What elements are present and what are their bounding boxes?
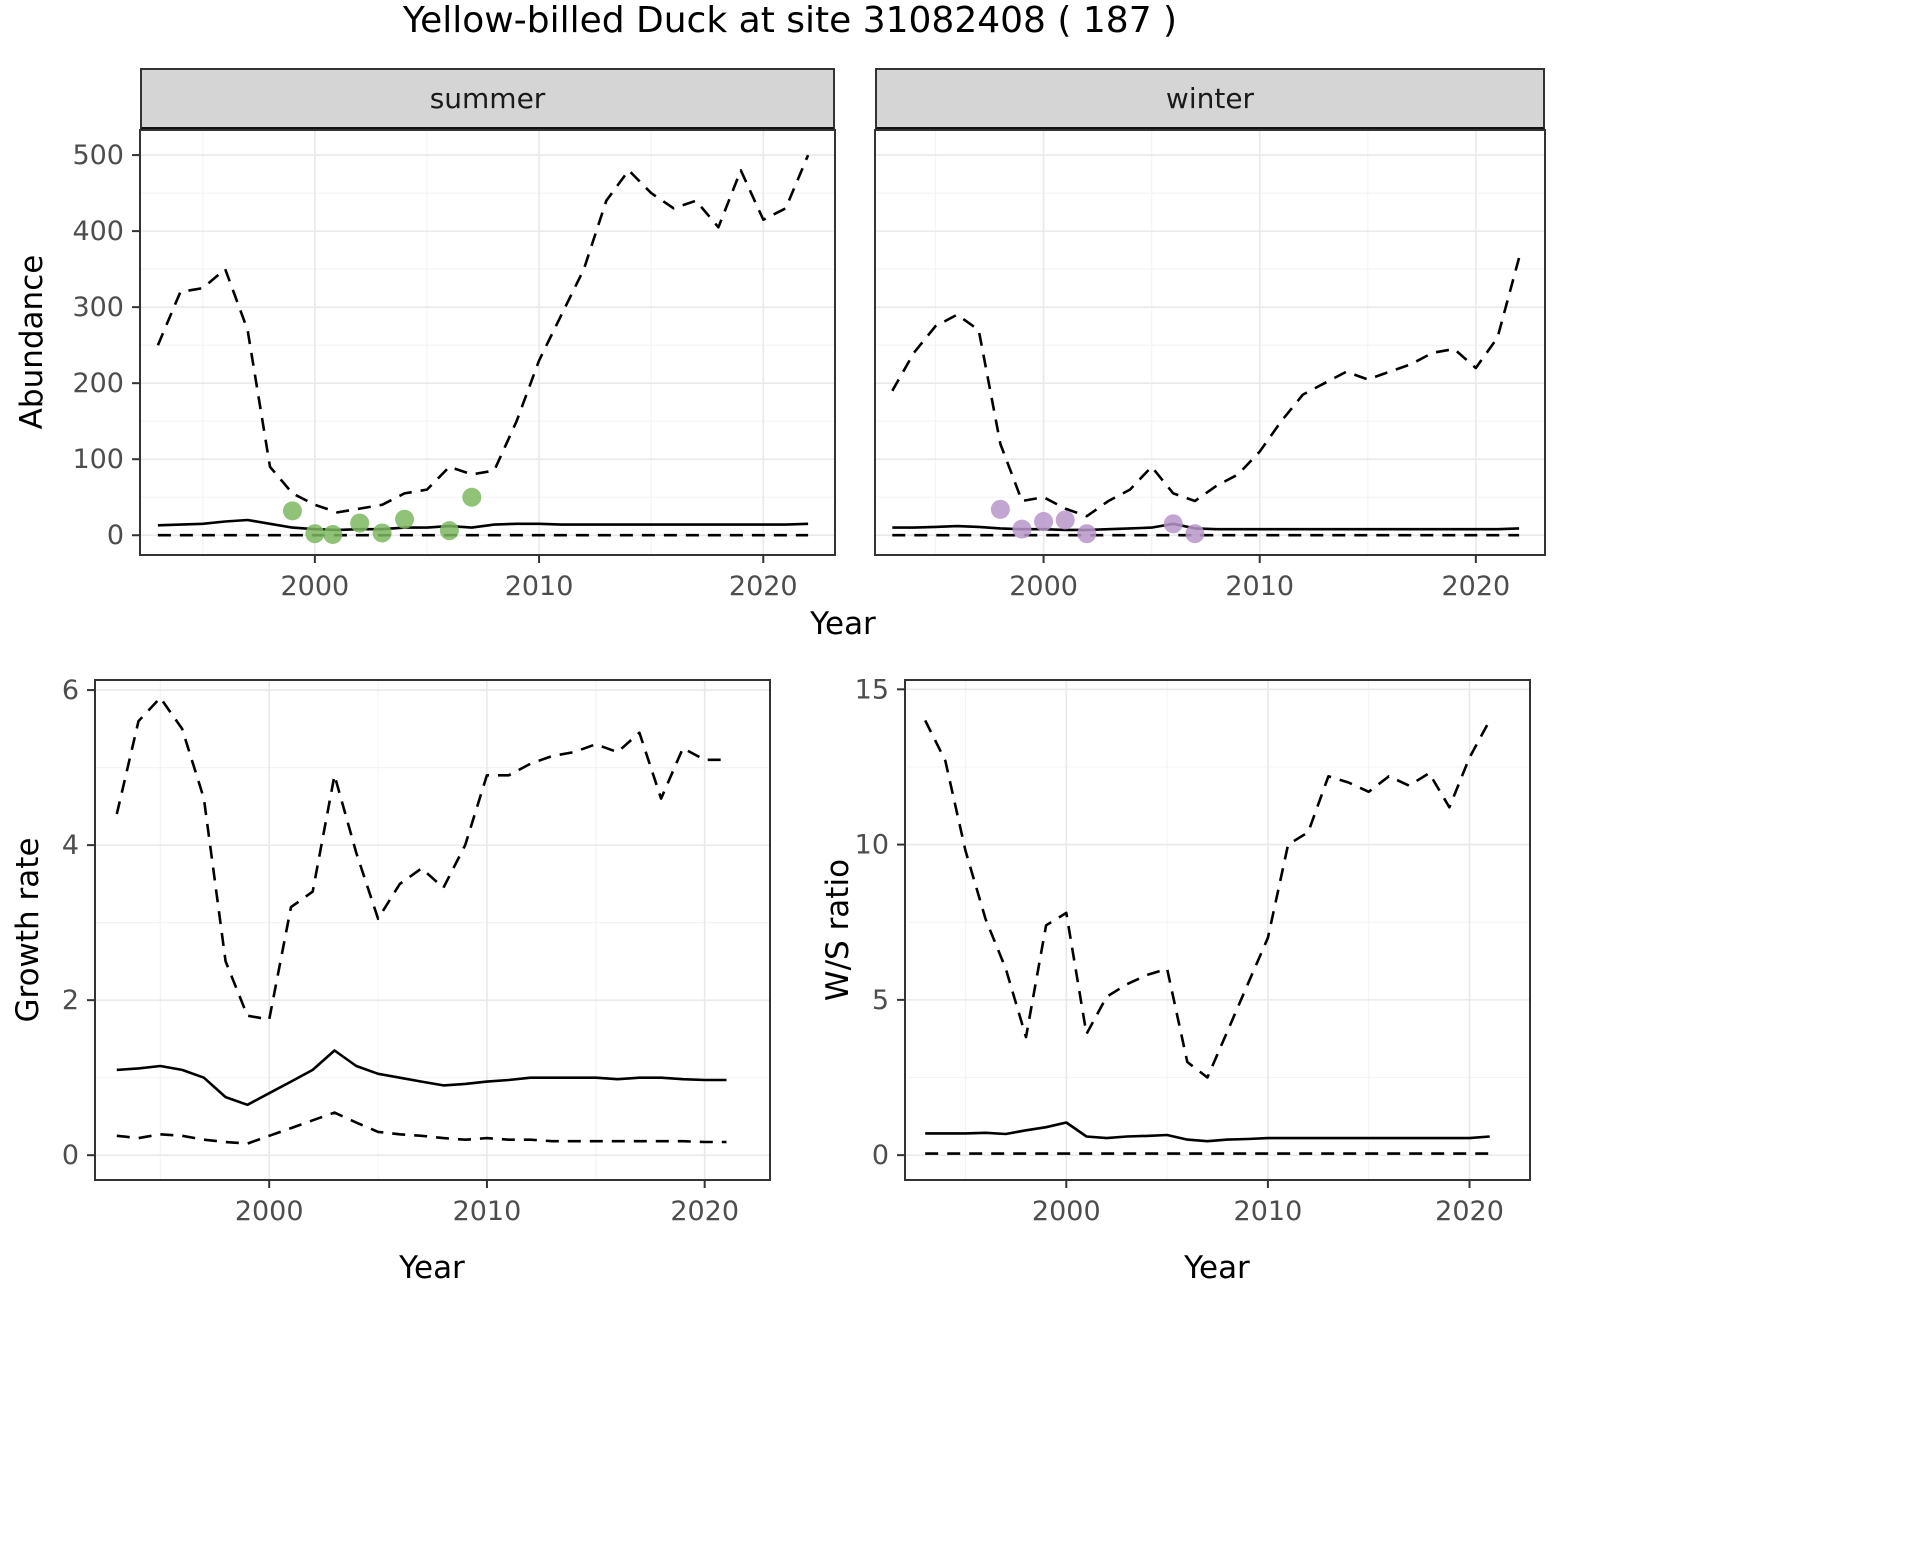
x-tick-label: 2020 — [729, 571, 798, 602]
panel-background — [875, 130, 1545, 555]
y-tick-label: 4 — [62, 830, 79, 861]
facet-strip-winter-label: winter — [1165, 82, 1255, 115]
chart-abundance-winter: 2000 2010 2020 — [874, 129, 1546, 602]
facet-strip-summer: summer — [140, 68, 835, 130]
chart-growth-rate: 2000 2010 2020 0 2 4 6 — [62, 675, 771, 1227]
observed-point — [439, 521, 459, 541]
y-tick-label: 0 — [62, 1140, 79, 1171]
series-lower-ci — [116, 1111, 727, 1145]
observed-point — [1055, 510, 1075, 530]
observed-point — [323, 524, 343, 544]
observed-point — [1034, 512, 1054, 532]
x-tick-label: 2020 — [1441, 571, 1510, 602]
panel-border — [94, 679, 771, 1181]
y-tick-label: 10 — [855, 830, 889, 861]
x-tick-label: 2010 — [1225, 571, 1294, 602]
series-upper-ci — [115, 696, 727, 1021]
x-axis-label-year-bottom-right: Year — [1184, 1250, 1250, 1286]
y-tick-label: 2 — [62, 985, 79, 1016]
series-median — [925, 1121, 1490, 1143]
y-tick-label: 0 — [872, 1140, 889, 1171]
observed-point — [350, 513, 370, 533]
x-tick-label: 2000 — [1032, 1196, 1101, 1227]
series-upper-ci — [891, 257, 1521, 518]
observed-point — [1077, 524, 1097, 544]
x-tick-label: 2010 — [1234, 1196, 1303, 1227]
y-tick-label: 200 — [72, 368, 124, 399]
observed-point — [1185, 524, 1205, 544]
observed-point — [305, 524, 325, 544]
chart-title: Yellow-billed Duck at site 31082408 ( 18… — [402, 0, 1178, 41]
observed-point — [990, 499, 1010, 519]
x-tick-label: 2020 — [1435, 1196, 1504, 1227]
y-tick-label: 300 — [72, 292, 124, 323]
y-axis-label-growth-rate: Growth rate — [10, 837, 46, 1023]
panel-border — [904, 679, 1531, 1181]
observed-point — [462, 487, 482, 507]
panel-border — [874, 129, 1546, 556]
x-tick-label: 2020 — [670, 1196, 739, 1227]
series-median — [116, 1049, 727, 1107]
x-axis-label-year-bottom-left: Year — [399, 1250, 465, 1286]
facet-strip-winter: winter — [875, 68, 1545, 130]
observed-point — [282, 501, 302, 521]
x-tick-label: 2010 — [453, 1196, 522, 1227]
panel-border — [139, 129, 836, 556]
chart-ws-ratio: 2000 2010 2020 0 5 10 15 — [855, 674, 1531, 1227]
observed-point — [1163, 514, 1183, 534]
y-tick-label: 6 — [62, 675, 79, 706]
x-tick-label: 2000 — [281, 571, 350, 602]
x-tick-label: 2000 — [1009, 571, 1078, 602]
y-tick-label: 100 — [72, 444, 124, 475]
panel-background — [905, 680, 1530, 1180]
y-axis-label-ws-ratio: W/S ratio — [820, 858, 856, 1002]
chart-abundance-summer: 2000 2010 2020 0 100 200 300 400 500 — [72, 129, 836, 602]
panel-background — [140, 130, 835, 555]
y-tick-label: 15 — [855, 674, 889, 705]
y-tick-label: 0 — [107, 520, 124, 551]
x-tick-label: 2000 — [235, 1196, 304, 1227]
series-upper-ci — [924, 719, 1491, 1079]
facet-strip-summer-label: summer — [429, 82, 546, 115]
y-tick-label: 500 — [72, 140, 124, 171]
series-median — [892, 522, 1520, 532]
panel-background — [95, 680, 770, 1180]
x-tick-label: 2010 — [505, 571, 574, 602]
series-upper-ci — [156, 154, 810, 514]
observed-point — [395, 509, 415, 529]
observed-point — [372, 523, 392, 543]
x-axis-label-year-top: Year — [810, 606, 876, 642]
y-axis-label-abundance: Abundance — [14, 254, 50, 430]
series-median — [157, 518, 809, 532]
y-tick-label: 5 — [872, 985, 889, 1016]
observed-point — [1012, 519, 1032, 539]
y-tick-label: 400 — [72, 216, 124, 247]
